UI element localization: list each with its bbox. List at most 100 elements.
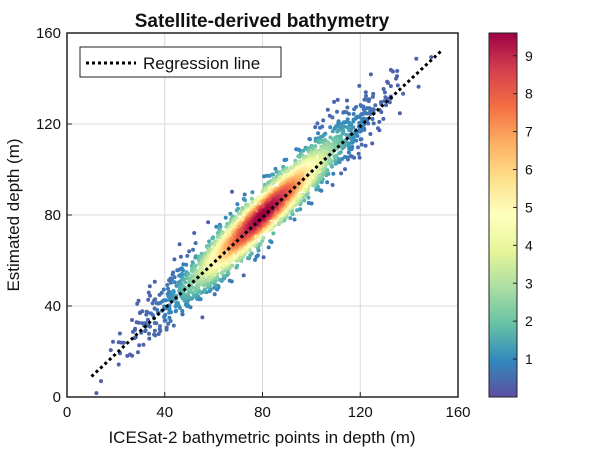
- scatter-point: [148, 293, 152, 298]
- scatter-point: [223, 215, 228, 220]
- regression-line: [90, 50, 442, 378]
- x-tick-label: 40: [156, 404, 173, 421]
- scatter-point: [185, 253, 190, 258]
- scatter-point: [298, 207, 303, 212]
- scatter-point: [150, 313, 155, 318]
- colorbar-tick-label: 3: [525, 275, 533, 291]
- scatter-point: [377, 119, 382, 124]
- y-tick-label: 120: [36, 116, 61, 133]
- scatter-point: [288, 216, 293, 221]
- scatter-point: [290, 209, 295, 213]
- scatter-point: [172, 257, 177, 262]
- scatter-point: [414, 56, 419, 61]
- x-axis-label: ICESat-2 bathymetric points in depth (m): [108, 428, 415, 447]
- scatter-point: [381, 87, 386, 91]
- scatter-point: [357, 155, 362, 160]
- scatter-point: [321, 118, 326, 123]
- colorbar-tick-label: 9: [525, 48, 533, 64]
- scatter-point: [234, 208, 239, 213]
- scatter-point: [384, 103, 388, 108]
- scatter-point: [341, 110, 346, 115]
- scatter-point: [222, 268, 227, 273]
- scatter-point: [330, 115, 335, 120]
- scatter-point: [351, 119, 356, 124]
- scatter-point: [203, 287, 207, 292]
- scatter-point: [238, 211, 243, 216]
- scatter-point: [224, 224, 229, 229]
- scatter-point: [390, 69, 395, 74]
- scatter-point: [140, 309, 145, 314]
- scatter-point: [165, 283, 170, 287]
- scatter-point: [99, 379, 103, 384]
- scatter-point: [174, 308, 178, 313]
- scatter-point: [351, 112, 356, 116]
- scatter-point: [261, 236, 266, 240]
- scatter-point: [352, 107, 357, 112]
- scatter-point: [358, 137, 363, 142]
- scatter-point: [214, 224, 219, 229]
- scatter-point: [282, 217, 287, 222]
- scatter-point: [135, 301, 140, 306]
- scatter-point: [294, 162, 299, 166]
- scatter-point: [218, 277, 222, 282]
- scatter-point: [147, 336, 152, 341]
- scatter-point: [270, 181, 275, 186]
- scatter-point: [368, 132, 373, 136]
- scatter-point: [327, 156, 332, 161]
- scatter-point: [366, 99, 371, 104]
- scatter-point: [335, 97, 340, 102]
- scatter-point: [368, 112, 373, 116]
- scatter-point: [161, 287, 166, 292]
- scatter-point: [227, 278, 232, 283]
- scatter-point: [356, 151, 361, 156]
- scatter-point: [322, 146, 327, 151]
- scatter-point: [285, 169, 290, 174]
- scatter-point: [260, 239, 265, 243]
- scatter-point: [181, 268, 185, 273]
- scatter-point: [183, 280, 188, 285]
- scatter-point: [207, 239, 211, 244]
- y-tick-label: 160: [36, 25, 61, 42]
- scatter-point: [271, 172, 275, 177]
- y-axis-ticks: 0 40 80 120 160: [36, 25, 72, 406]
- scatter-point: [128, 352, 132, 357]
- scatter-point: [344, 132, 349, 137]
- scatter-point: [370, 94, 375, 99]
- scatter-point: [325, 107, 330, 112]
- scatter-point: [376, 126, 380, 131]
- scatter-point: [191, 247, 195, 252]
- scatter-point: [368, 72, 373, 77]
- scatter-point: [180, 272, 184, 276]
- scatter-point: [394, 76, 398, 81]
- scatter-point: [249, 196, 254, 201]
- scatter-point: [330, 129, 335, 134]
- scatter-point: [159, 290, 164, 295]
- scatter-point: [212, 243, 217, 248]
- scatter-point: [136, 320, 141, 325]
- scatter-point: [237, 255, 242, 260]
- scatter-point: [332, 154, 337, 159]
- scatter-point: [235, 202, 240, 207]
- scatter-point: [297, 148, 302, 153]
- scatter-point: [383, 95, 388, 100]
- scatter-point: [180, 312, 185, 317]
- scatter-point: [193, 263, 198, 268]
- scatter-point: [176, 301, 180, 305]
- scatter-point: [313, 144, 318, 149]
- scatter-point: [371, 91, 376, 96]
- scatter-point: [136, 298, 141, 303]
- scatter-point: [257, 242, 262, 247]
- scatter-point: [164, 325, 169, 330]
- scatter-point: [158, 324, 162, 329]
- scatter-point: [167, 315, 172, 320]
- scatter-point: [242, 192, 247, 197]
- scatter-point: [301, 148, 306, 153]
- scatter-point: [230, 189, 234, 194]
- x-tick-label: 120: [348, 404, 373, 421]
- scatter-point: [279, 217, 284, 222]
- scatter-point: [382, 90, 387, 95]
- scatter-point: [108, 348, 113, 353]
- colorbar-tick-label: 7: [525, 124, 533, 140]
- scatter-point: [271, 231, 276, 236]
